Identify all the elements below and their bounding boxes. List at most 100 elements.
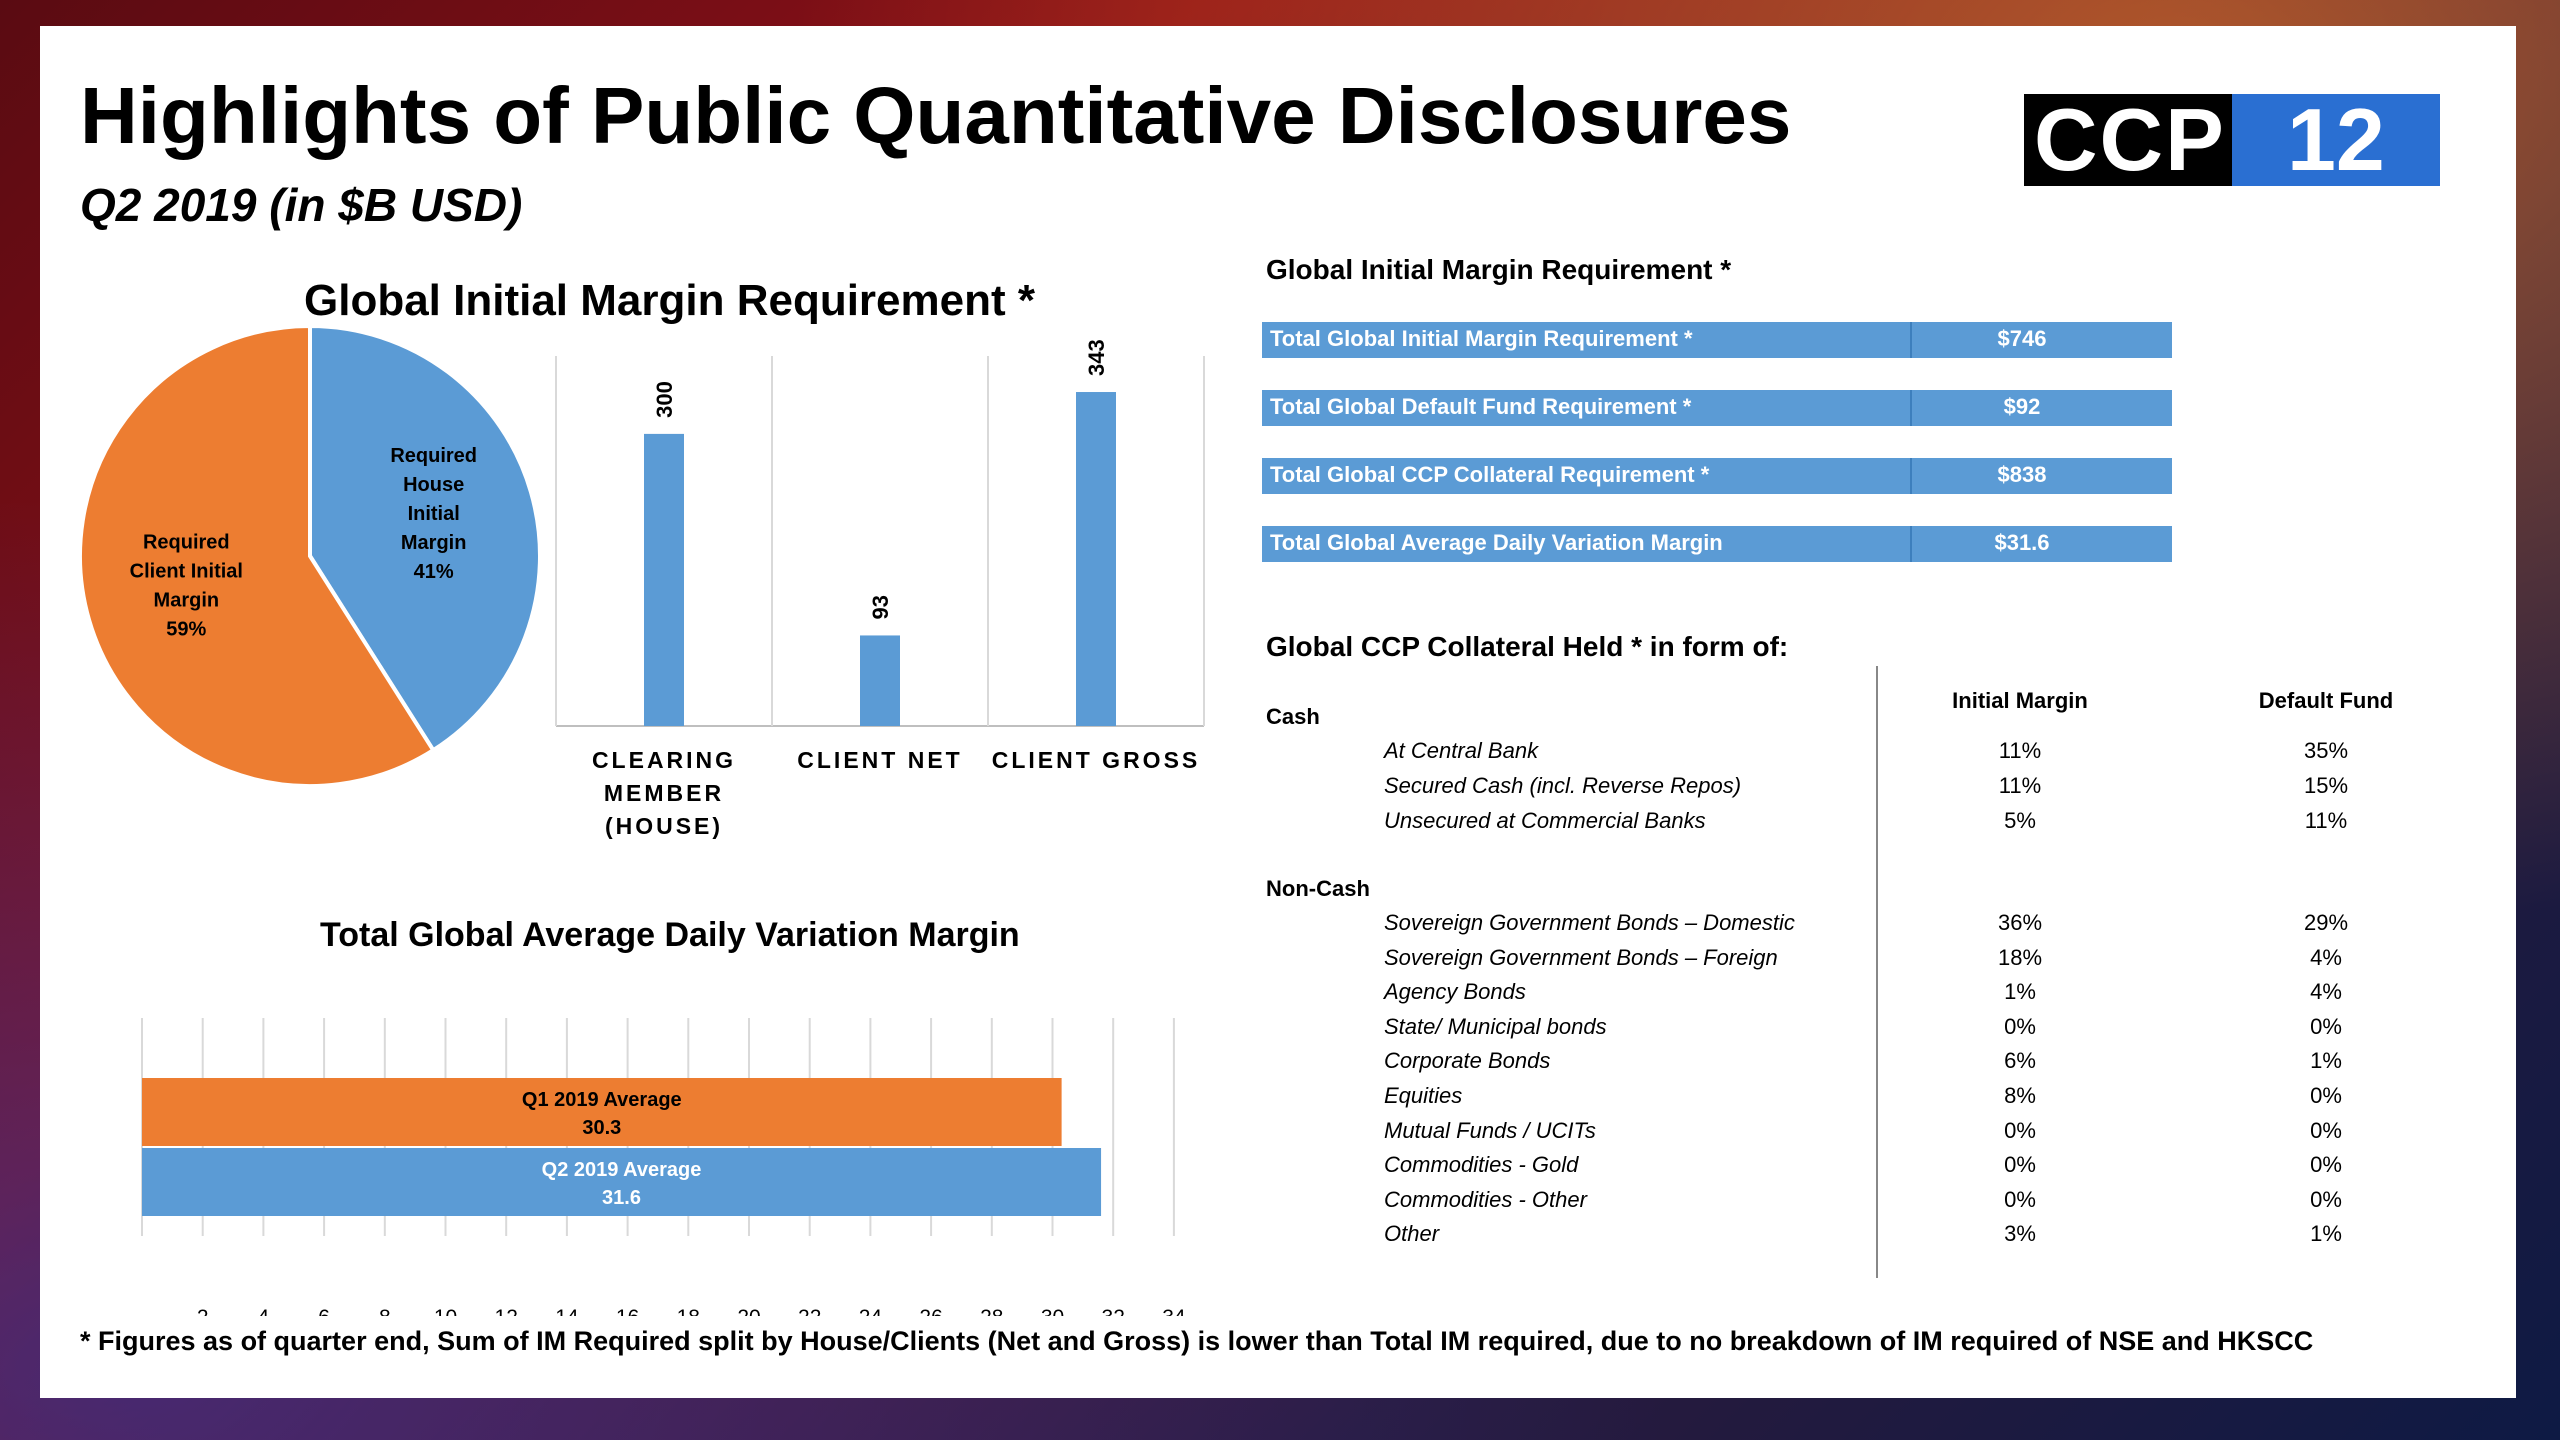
ccp12-logo: CCP 12 <box>2024 94 2440 186</box>
collateral-row-df: 4% <box>2310 979 2342 1005</box>
footnote: * Figures as of quarter end, Sum of IM R… <box>80 1326 2314 1356</box>
hbar-tick-label: 2 <box>197 1306 209 1316</box>
hbar-tick-label: 30 <box>1041 1306 1064 1316</box>
collateral-row-df: 35% <box>2303 738 2349 763</box>
bar-client-gross <box>1076 392 1116 726</box>
total-row: Total Global Average Daily Variation Mar… <box>1262 526 2172 562</box>
bar-value-label: 93 <box>868 595 893 619</box>
collateral-row-im: 1% <box>2004 979 2036 1005</box>
bar-category-label: CLIENT GROSS <box>992 747 1201 773</box>
page-title: Highlights of Public Quantitative Disclo… <box>80 71 1792 160</box>
total-row: Total Global CCP Collateral Requirement … <box>1262 458 2172 494</box>
hbar-tick-label: 4 <box>258 1306 270 1316</box>
pie-chart: Required House Initial Margin 41% Required Cli… <box>78 326 542 788</box>
noncash-heading: Non-Cash <box>1266 876 1370 901</box>
collateral-row-df: 29% <box>2303 910 2349 935</box>
hbar-tick-label: 18 <box>677 1306 700 1316</box>
bar-value-label: 343 <box>1084 339 1109 376</box>
logo-text-left: CCP <box>2034 94 2226 186</box>
collateral-row-im: 6% <box>2004 1048 2036 1074</box>
collateral-row-df: 15% <box>2303 773 2349 798</box>
total-value: $838 <box>1997 462 2047 487</box>
table-divider <box>1876 666 1878 1278</box>
hbar-tick-label: 16 <box>616 1306 639 1316</box>
total-separator <box>1910 526 1912 562</box>
bar-clearing-member-house <box>644 433 684 726</box>
bar-category-label: CLIENT NET <box>797 747 962 773</box>
pie-slice-client <box>78 326 437 788</box>
bar-q1-2019 <box>142 1078 1062 1146</box>
collateral-row-label: Sovereign Government Bonds – Foreign <box>1384 944 1778 970</box>
bar-value-label: 300 <box>652 381 677 418</box>
collateral-row-im: 0% <box>2004 1117 2036 1143</box>
collateral-row-label: Commodities - Gold <box>1384 1152 1579 1178</box>
collateral-row-label: Unsecured at Commercial Banks <box>1384 808 1706 833</box>
hbar-tick-label: 28 <box>980 1306 1003 1316</box>
im-chart-title: Global Initial Margin Requirement * <box>304 276 1035 325</box>
hbar-tick-label: 24 <box>859 1306 883 1316</box>
collateral-row-im: 0% <box>2004 1013 2036 1039</box>
collateral-row-df: 0% <box>2310 1186 2342 1212</box>
bar-client-net <box>860 635 900 726</box>
hbar-tick-label: - <box>139 1306 146 1316</box>
collateral-row-df: 0% <box>2310 1083 2342 1108</box>
collateral-row-label: At Central Bank <box>1384 738 1539 763</box>
hbar-value-label: 30.3 <box>582 1117 621 1139</box>
collateral-row-im: 8% <box>2004 1083 2036 1108</box>
collateral-row-df: 0% <box>2310 1117 2342 1143</box>
total-value: $31.6 <box>1994 530 2050 555</box>
bar-q2-2019 <box>142 1148 1102 1216</box>
logo-text-right: 12 <box>2231 94 2440 186</box>
total-label: Total Global Initial Margin Requirement … <box>1270 326 1693 351</box>
vm-bar-chart: -246810121416182022242628303234Q1 2019 A… <box>139 1018 1186 1316</box>
total-separator <box>1910 322 1912 358</box>
hbar-tick-label: 34 <box>1162 1306 1186 1316</box>
hbar-tick-label: 20 <box>737 1306 760 1316</box>
total-value: $92 <box>2003 394 2041 419</box>
collateral-title: Global CCP Collateral Held * in form of: <box>1266 631 1789 662</box>
collateral-row-label: Agency Bonds <box>1384 979 1526 1005</box>
im-charts-svg: Required House Initial Margin 41% Required Cli… <box>78 326 1205 839</box>
hbar-tick-label: 26 <box>919 1306 942 1316</box>
hbar-tick-label: 14 <box>555 1306 579 1316</box>
collateral-row-df: 1% <box>2310 1048 2342 1074</box>
hbar-tick-label: 12 <box>495 1306 518 1316</box>
hbar-category-label: Q2 2019 Average <box>542 1159 702 1181</box>
collateral-row-df: 1% <box>2310 1221 2342 1247</box>
collateral-row-df: 0% <box>2310 1013 2342 1039</box>
hbar-tick-label: 22 <box>798 1306 821 1316</box>
hbar-tick-label: 8 <box>379 1306 391 1316</box>
total-label: Total Global Default Fund Requirement * <box>1270 394 1692 419</box>
collateral-row-label: Other <box>1384 1221 1440 1247</box>
collateral-row-im: 11% <box>1998 738 2042 763</box>
hbar-tick-label: 10 <box>434 1306 457 1316</box>
slide: Highlights of Public Quantitative Disclo… <box>40 26 2516 1398</box>
collateral-row-im: 36% <box>1997 910 2043 935</box>
col-header-initial-margin: Initial Margin <box>1952 688 2088 713</box>
collateral-row-im: 0% <box>2004 1186 2036 1212</box>
pie-label-house: Required House Initial Margin 41% <box>390 445 477 583</box>
col-header-default-fund: Default Fund <box>2258 688 2394 713</box>
collateral-row-label: Commodities - Other <box>1384 1186 1587 1212</box>
collateral-row-label: State/ Municipal bonds <box>1384 1013 1607 1039</box>
collateral-row-im: 0% <box>2004 1152 2036 1178</box>
collateral-row-label: Mutual Funds / UCITs <box>1384 1117 1596 1143</box>
collateral-row-label: Equities <box>1384 1083 1463 1108</box>
right-im-title: Global Initial Margin Requirement * <box>1266 254 1732 285</box>
collateral-row-label: Corporate Bonds <box>1384 1048 1551 1074</box>
collateral-row-im: 11% <box>1998 773 2042 798</box>
bar-category-label: CLEARING <box>592 747 736 773</box>
collateral-row-df: 4% <box>2310 944 2342 970</box>
pie-label-client: Required Client Initial Margin 59% <box>130 531 243 640</box>
total-separator <box>1910 390 1912 426</box>
collateral-row-im: 3% <box>2004 1221 2036 1247</box>
vm-chart-title: Total Global Average Daily Variation Mar… <box>320 916 1020 954</box>
collateral-row-im: 18% <box>1997 944 2043 970</box>
collateral-row-label: Sovereign Government Bonds – Domestic <box>1384 910 1795 935</box>
bar-category-label: MEMBER <box>604 780 724 806</box>
hbar-tick-label: 6 <box>318 1306 330 1316</box>
hbar-value-label: 31.6 <box>602 1187 641 1209</box>
page-subtitle: Q2 2019 (in $B USD) <box>80 179 523 231</box>
hbar-tick-label: 32 <box>1102 1306 1125 1316</box>
collateral-row-label: Secured Cash (incl. Reverse Repos) <box>1384 773 1742 798</box>
